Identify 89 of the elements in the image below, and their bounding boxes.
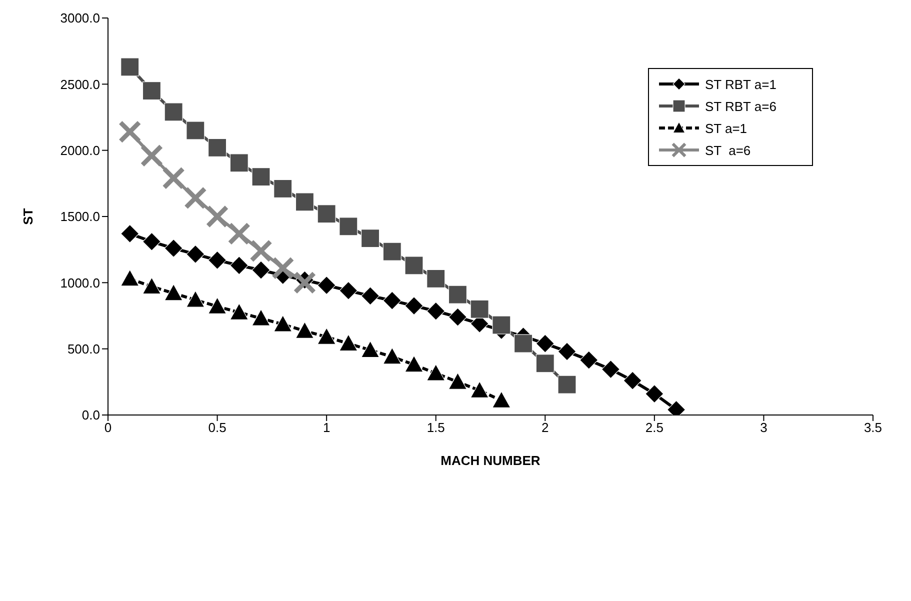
x-tick-label: 1.5 bbox=[426, 420, 445, 436]
y-tick-label: 2000.0 bbox=[60, 142, 100, 158]
point bbox=[404, 256, 424, 275]
point bbox=[186, 188, 206, 208]
point bbox=[186, 290, 205, 308]
x-tick-label: 0 bbox=[104, 420, 112, 436]
point bbox=[448, 308, 468, 326]
point bbox=[448, 285, 468, 304]
point bbox=[186, 244, 205, 264]
legend-label: ST a=1 bbox=[705, 120, 748, 136]
point bbox=[274, 315, 292, 332]
x-tick-label: 0.5 bbox=[208, 420, 226, 436]
point bbox=[230, 303, 248, 320]
point bbox=[120, 224, 140, 244]
point bbox=[492, 391, 511, 408]
point bbox=[448, 372, 468, 390]
point bbox=[186, 121, 205, 140]
y-tick-label: 2500.0 bbox=[60, 76, 100, 92]
legend-label: ST a=6 bbox=[705, 142, 751, 158]
point bbox=[645, 384, 664, 404]
point bbox=[339, 281, 358, 300]
point bbox=[142, 81, 162, 100]
point bbox=[208, 138, 227, 157]
point bbox=[536, 354, 554, 373]
point bbox=[426, 269, 446, 288]
y-axis-title: ST bbox=[20, 208, 36, 225]
point bbox=[294, 272, 315, 293]
x-tick-label: 3 bbox=[760, 420, 768, 436]
point bbox=[208, 297, 227, 314]
point bbox=[230, 256, 248, 275]
point bbox=[142, 146, 162, 166]
point bbox=[558, 375, 576, 394]
point bbox=[317, 328, 336, 344]
point bbox=[339, 217, 358, 236]
point bbox=[272, 258, 293, 278]
point bbox=[382, 347, 402, 364]
point bbox=[251, 241, 271, 261]
y-tick-label: 0.0 bbox=[82, 408, 100, 423]
point bbox=[601, 360, 620, 379]
point bbox=[382, 242, 402, 261]
y-tick-label: 1500.0 bbox=[60, 209, 100, 224]
point bbox=[470, 381, 489, 398]
legend-label: ST RBT a=1 bbox=[705, 76, 776, 92]
x-axis-title: MACH NUMBER bbox=[440, 453, 541, 468]
point bbox=[252, 168, 270, 186]
point bbox=[404, 355, 424, 372]
legend-label: ST RBT a=6 bbox=[705, 98, 776, 114]
y-tick-label: 3000.0 bbox=[60, 10, 100, 26]
point bbox=[252, 260, 270, 280]
point bbox=[558, 342, 576, 361]
x-tick-label: 2 bbox=[542, 420, 549, 436]
point bbox=[164, 284, 183, 301]
point bbox=[426, 364, 446, 381]
point bbox=[252, 309, 270, 326]
point bbox=[120, 269, 140, 286]
point bbox=[142, 277, 162, 294]
point bbox=[492, 316, 511, 334]
point bbox=[295, 322, 314, 338]
y-tick-label: 500.0 bbox=[67, 341, 100, 356]
point bbox=[317, 276, 336, 295]
point bbox=[164, 168, 184, 188]
y-tick-label: 1000.0 bbox=[60, 275, 100, 290]
point bbox=[229, 224, 250, 244]
point bbox=[120, 58, 140, 76]
point bbox=[164, 238, 183, 258]
point bbox=[120, 122, 140, 142]
point bbox=[142, 232, 162, 251]
point bbox=[426, 302, 446, 320]
point bbox=[623, 371, 642, 390]
point bbox=[382, 291, 402, 310]
point bbox=[470, 300, 489, 318]
point bbox=[339, 334, 358, 352]
point bbox=[274, 179, 292, 198]
point bbox=[295, 192, 314, 212]
x-tick-label: 1 bbox=[322, 420, 330, 436]
point bbox=[536, 334, 554, 353]
point bbox=[514, 334, 533, 353]
point bbox=[207, 206, 228, 226]
x-tick-label: 3.5 bbox=[864, 420, 882, 436]
point bbox=[360, 229, 380, 248]
point bbox=[360, 340, 380, 358]
point bbox=[317, 204, 336, 224]
point bbox=[164, 102, 183, 122]
point bbox=[404, 296, 424, 316]
point bbox=[230, 154, 248, 172]
point bbox=[580, 350, 598, 370]
x-tick-label: 2.5 bbox=[645, 420, 664, 436]
point bbox=[360, 286, 380, 306]
point bbox=[208, 250, 227, 270]
